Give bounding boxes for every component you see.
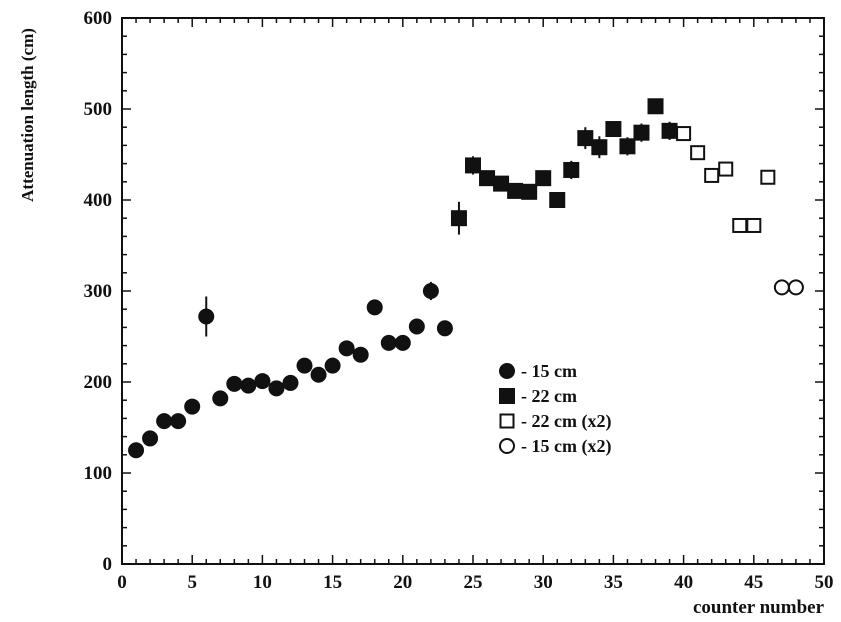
data-point bbox=[521, 183, 538, 200]
legend-marker bbox=[499, 413, 515, 429]
data-point bbox=[436, 320, 453, 337]
data-point bbox=[296, 357, 313, 374]
y-tick-label: 300 bbox=[84, 281, 113, 302]
y-tick-label: 500 bbox=[84, 99, 113, 120]
data-point bbox=[746, 217, 762, 233]
data-point bbox=[366, 299, 383, 316]
data-point bbox=[619, 138, 636, 155]
data-point bbox=[352, 346, 369, 363]
data-point bbox=[732, 217, 748, 233]
data-point bbox=[647, 98, 664, 115]
legend-label: - 22 cm (x2) bbox=[521, 411, 611, 432]
data-point bbox=[479, 170, 496, 187]
data-point bbox=[268, 380, 285, 397]
x-tick-label: 0 bbox=[117, 572, 127, 593]
data-point bbox=[128, 442, 145, 459]
data-point bbox=[493, 175, 510, 192]
data-point bbox=[184, 398, 201, 415]
data-point bbox=[310, 366, 327, 383]
data-point bbox=[661, 122, 678, 139]
x-tick-label: 40 bbox=[674, 572, 693, 593]
y-tick-label: 400 bbox=[84, 190, 113, 211]
data-point bbox=[408, 318, 425, 335]
data-point bbox=[212, 390, 229, 407]
data-point bbox=[394, 334, 411, 351]
data-point bbox=[507, 182, 524, 199]
x-tick-label: 50 bbox=[815, 572, 834, 593]
y-tick-label: 0 bbox=[103, 554, 113, 575]
data-point bbox=[605, 121, 622, 138]
data-point bbox=[254, 373, 271, 390]
data-point bbox=[690, 145, 706, 161]
y-tick-label: 200 bbox=[84, 372, 113, 393]
data-point bbox=[563, 161, 580, 178]
data-point bbox=[422, 283, 439, 299]
data-point bbox=[591, 139, 608, 156]
legend-marker bbox=[499, 438, 515, 454]
data-point bbox=[198, 308, 215, 325]
x-tick-label: 15 bbox=[323, 572, 342, 593]
data-point bbox=[170, 413, 187, 430]
y-tick-label: 100 bbox=[84, 463, 113, 484]
data-point bbox=[787, 279, 804, 296]
legend-label: - 15 cm bbox=[521, 361, 577, 381]
data-point bbox=[282, 374, 299, 391]
data-point bbox=[338, 340, 355, 357]
data-point bbox=[760, 169, 776, 185]
data-point bbox=[633, 124, 650, 141]
x-tick-label: 10 bbox=[253, 572, 272, 593]
legend-label: - 22 cm bbox=[521, 386, 577, 406]
legend-label: - 15 cm (x2) bbox=[521, 436, 611, 457]
data-point bbox=[704, 167, 720, 183]
x-tick-label: 20 bbox=[393, 572, 412, 593]
data-point bbox=[676, 126, 692, 142]
x-tick-label: 35 bbox=[604, 572, 623, 593]
data-point bbox=[380, 334, 397, 351]
data-point bbox=[577, 130, 594, 147]
x-tick-label: 45 bbox=[744, 572, 763, 593]
data-point bbox=[718, 161, 734, 177]
data-point bbox=[465, 157, 481, 174]
axis-ticks bbox=[121, 17, 825, 565]
legend-marker bbox=[499, 388, 515, 404]
data-point bbox=[535, 170, 552, 187]
legend: - 15 cm - 22 cm - 22 cm (x2) - 15 cm (x2) bbox=[499, 361, 611, 457]
data-point bbox=[549, 192, 566, 208]
x-axis-label: counter number bbox=[693, 597, 825, 618]
y-axis-label: Attenuation length (cm) bbox=[18, 28, 37, 202]
x-tick-label: 25 bbox=[464, 572, 483, 593]
data-point bbox=[226, 375, 243, 392]
data-point bbox=[240, 377, 257, 394]
data-point bbox=[773, 279, 790, 296]
legend-marker bbox=[499, 363, 515, 379]
data-point bbox=[324, 357, 341, 374]
data-point bbox=[156, 413, 173, 430]
x-tick-label: 5 bbox=[187, 572, 197, 593]
x-tick-label: 30 bbox=[534, 572, 553, 593]
data-marks bbox=[128, 98, 804, 459]
data-point bbox=[450, 210, 467, 227]
y-tick-label: 600 bbox=[84, 8, 113, 29]
data-point bbox=[142, 430, 159, 447]
